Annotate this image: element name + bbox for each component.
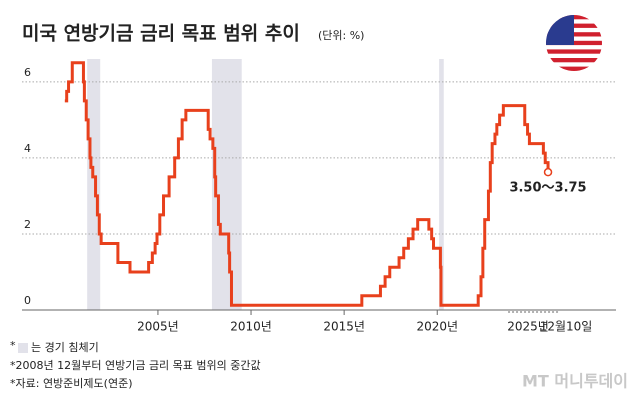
end-annotation: 3.50～3.75 bbox=[509, 181, 586, 196]
watermark: MT 머니투데이 bbox=[522, 372, 628, 391]
chart-title: 미국 연방기금 금리 목표 범위 추이 bbox=[22, 23, 300, 45]
recession-band bbox=[87, 59, 101, 310]
legend-text: 는 경기 침체기 bbox=[31, 341, 99, 354]
note: *2008년 12월부터 연방기금 금리 목표 범위의 중간값 bbox=[10, 359, 261, 372]
y-tick-label: 0 bbox=[24, 294, 31, 307]
legend-swatch bbox=[18, 343, 28, 353]
source: *자료: 연방준비제도(연준) bbox=[10, 377, 133, 390]
y-tick-label: 4 bbox=[24, 142, 31, 155]
end-date-label: 2025년 bbox=[507, 320, 549, 334]
end-date-label: 12월10일 bbox=[540, 320, 593, 334]
chart-subtitle: (단위: %) bbox=[318, 29, 364, 42]
x-tick-label: 2015년 bbox=[323, 320, 365, 334]
recession-band bbox=[439, 59, 444, 310]
y-tick-label: 6 bbox=[24, 66, 31, 79]
end-point bbox=[543, 167, 553, 177]
x-tick-label: 2005년 bbox=[137, 320, 179, 334]
rate-line bbox=[64, 61, 550, 307]
x-tick-label: 2010년 bbox=[230, 320, 272, 334]
us-flag bbox=[546, 15, 602, 71]
legend-mark: * bbox=[10, 339, 16, 352]
x-tick-label: 2020년 bbox=[416, 320, 458, 334]
y-tick-label: 2 bbox=[24, 218, 31, 231]
